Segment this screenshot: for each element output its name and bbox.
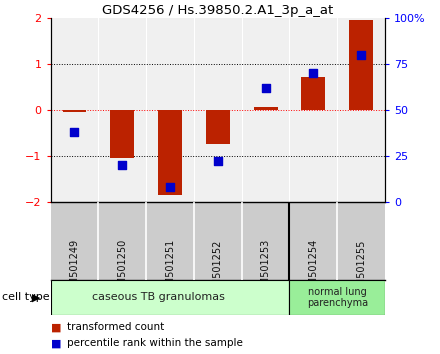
Title: GDS4256 / Hs.39850.2.A1_3p_a_at: GDS4256 / Hs.39850.2.A1_3p_a_at: [102, 4, 334, 17]
Point: [166, 184, 173, 190]
Text: caseous TB granulomas: caseous TB granulomas: [92, 292, 224, 302]
Bar: [253, 108, 278, 110]
Text: ■: ■: [51, 338, 61, 348]
Text: GSM501250: GSM501250: [117, 239, 127, 298]
Bar: [158, 110, 182, 195]
Bar: [349, 20, 373, 110]
Bar: [301, 76, 325, 110]
Bar: [62, 110, 86, 112]
Text: GSM501249: GSM501249: [70, 239, 80, 298]
Point: [358, 52, 365, 57]
Point: [119, 162, 126, 168]
Point: [71, 129, 78, 135]
Text: GSM501255: GSM501255: [356, 239, 366, 298]
Text: GSM501254: GSM501254: [308, 239, 319, 298]
Text: GSM501251: GSM501251: [165, 239, 175, 298]
Text: GSM501252: GSM501252: [213, 239, 223, 298]
Bar: [51, 280, 290, 315]
Bar: [110, 110, 134, 158]
Text: transformed count: transformed count: [67, 322, 165, 332]
Point: [310, 70, 317, 76]
Text: cell type: cell type: [2, 292, 50, 302]
Text: ■: ■: [51, 322, 61, 332]
Bar: [206, 110, 230, 144]
Point: [214, 159, 221, 164]
Text: normal lung
parenchyma: normal lung parenchyma: [307, 286, 368, 308]
Text: percentile rank within the sample: percentile rank within the sample: [67, 338, 243, 348]
Text: ▶: ▶: [32, 292, 40, 302]
Bar: [290, 280, 385, 315]
Point: [262, 85, 269, 91]
Text: GSM501253: GSM501253: [260, 239, 271, 298]
